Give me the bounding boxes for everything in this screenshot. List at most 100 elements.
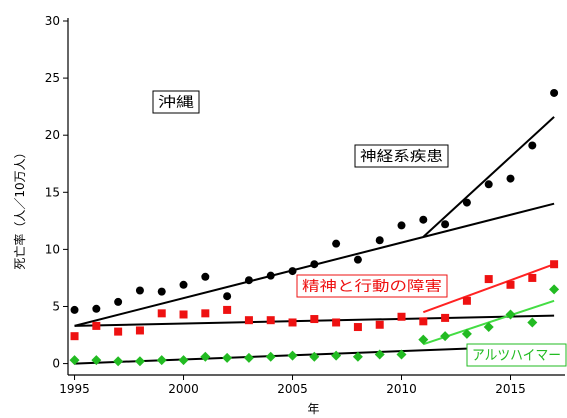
data-point-square bbox=[419, 317, 428, 326]
label-box-text: 沖縄 bbox=[158, 95, 194, 111]
data-point-circle bbox=[92, 304, 101, 313]
data-point-circle bbox=[332, 239, 341, 248]
data-point-diamond bbox=[200, 351, 211, 362]
data-point-diamond bbox=[156, 355, 167, 366]
data-point-square bbox=[353, 323, 362, 332]
data-point-square bbox=[135, 326, 144, 335]
y-tick-label: 20 bbox=[45, 128, 60, 142]
y-tick-label: 30 bbox=[45, 14, 60, 28]
data-point-diamond bbox=[549, 284, 560, 295]
trend-line bbox=[422, 263, 555, 314]
data-point-circle bbox=[550, 88, 559, 97]
data-point-circle bbox=[484, 180, 493, 189]
data-point-circle bbox=[223, 292, 232, 301]
data-point-diamond bbox=[352, 351, 363, 362]
data-point-circle bbox=[179, 280, 188, 289]
data-point-circle bbox=[288, 267, 297, 276]
data-point-diamond bbox=[91, 355, 102, 366]
label-box-frame bbox=[296, 274, 448, 298]
data-point-diamond bbox=[331, 350, 342, 361]
data-point-circle bbox=[135, 286, 144, 295]
axes: 0 5 10 15 20 25 30 1995 2000 2005 2010 2015 年 死亡率（人／1… bbox=[12, 14, 565, 416]
data-point-diamond bbox=[243, 352, 254, 363]
data-point-diamond bbox=[483, 322, 494, 333]
data-point-square bbox=[397, 312, 406, 321]
x-tick-label: 2015 bbox=[495, 382, 526, 396]
data-point-square bbox=[375, 320, 384, 329]
y-tick-label: 25 bbox=[45, 71, 60, 85]
data-points bbox=[69, 88, 560, 367]
data-point-circle bbox=[441, 220, 450, 229]
data-point-circle bbox=[201, 272, 210, 281]
x-axis-title: 年 bbox=[307, 402, 319, 416]
x-tick-label: 2010 bbox=[386, 382, 417, 396]
data-point-circle bbox=[528, 141, 537, 150]
y-tick-label: 10 bbox=[45, 242, 60, 256]
data-point-diamond bbox=[222, 352, 233, 363]
data-point-square bbox=[441, 313, 450, 322]
x-tick-label: 2005 bbox=[277, 382, 308, 396]
series-label-alzheimer: アルツハイマー bbox=[466, 343, 567, 367]
x-tick-label: 2000 bbox=[168, 382, 199, 396]
data-point-square bbox=[114, 327, 123, 336]
data-point-diamond bbox=[396, 349, 407, 360]
data-point-diamond bbox=[287, 350, 298, 361]
label-box-frame bbox=[152, 90, 200, 114]
data-point-square bbox=[506, 280, 515, 289]
region-label-box: 沖縄 bbox=[152, 90, 200, 114]
data-point-circle bbox=[353, 255, 362, 264]
data-point-square bbox=[484, 275, 493, 284]
data-point-circle bbox=[462, 198, 471, 207]
series-label-mental: 精神と行動の障害 bbox=[296, 274, 448, 298]
data-point-diamond bbox=[309, 351, 320, 362]
data-point-square bbox=[462, 296, 471, 305]
data-point-circle bbox=[375, 236, 384, 245]
data-point-square bbox=[266, 316, 275, 325]
data-point-square bbox=[157, 309, 166, 318]
data-point-square bbox=[201, 309, 210, 318]
data-point-square bbox=[528, 273, 537, 282]
data-point-diamond bbox=[374, 349, 385, 360]
data-point-diamond bbox=[134, 356, 145, 367]
y-tick-label: 15 bbox=[45, 185, 60, 199]
data-point-circle bbox=[506, 174, 515, 183]
data-point-diamond bbox=[113, 356, 124, 367]
data-point-circle bbox=[114, 297, 123, 306]
data-point-square bbox=[550, 260, 559, 269]
data-point-diamond bbox=[527, 317, 538, 328]
data-point-square bbox=[92, 321, 101, 330]
data-point-diamond bbox=[440, 331, 451, 342]
data-point-circle bbox=[70, 305, 79, 314]
y-tick-label: 5 bbox=[52, 299, 60, 313]
y-tick-label: 0 bbox=[52, 357, 60, 371]
data-point-circle bbox=[244, 276, 253, 285]
data-point-square bbox=[244, 316, 253, 325]
data-point-circle bbox=[419, 215, 428, 224]
trend-lines bbox=[74, 116, 555, 365]
data-point-diamond bbox=[505, 309, 516, 320]
series-label-neuro: 神経系疾患 bbox=[354, 144, 449, 168]
label-box-text: アルツハイマー bbox=[472, 348, 561, 364]
data-point-circle bbox=[157, 287, 166, 296]
data-point-square bbox=[223, 305, 232, 314]
data-point-diamond bbox=[461, 328, 472, 339]
data-point-diamond bbox=[178, 355, 189, 366]
data-point-square bbox=[179, 310, 188, 319]
data-point-square bbox=[310, 315, 319, 324]
data-point-square bbox=[70, 332, 79, 341]
y-axis-title: 死亡率（人／10万人） bbox=[12, 146, 27, 269]
data-point-square bbox=[332, 318, 341, 327]
data-point-circle bbox=[310, 260, 319, 269]
label-box-text: 精神と行動の障害 bbox=[302, 279, 442, 295]
label-box-frame bbox=[466, 343, 567, 367]
data-point-circle bbox=[266, 271, 275, 280]
data-point-diamond bbox=[418, 334, 429, 345]
label-box-frame bbox=[354, 144, 449, 168]
data-point-square bbox=[288, 318, 297, 327]
trend-line bbox=[422, 116, 555, 238]
label-box-text: 神経系疾患 bbox=[360, 149, 443, 165]
data-point-diamond bbox=[265, 351, 276, 362]
data-point-circle bbox=[397, 221, 406, 230]
